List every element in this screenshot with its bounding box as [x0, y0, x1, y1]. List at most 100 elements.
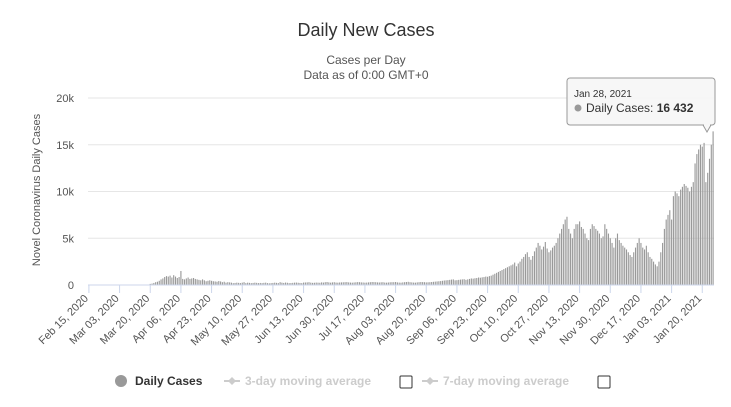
bar[interactable] [398, 282, 400, 285]
checkbox-3day[interactable] [399, 375, 413, 389]
bar[interactable] [461, 279, 463, 285]
bar[interactable] [248, 282, 251, 285]
bar[interactable] [367, 282, 370, 285]
bar[interactable] [546, 248, 548, 285]
bar[interactable] [459, 279, 462, 285]
bar[interactable] [153, 282, 155, 285]
bar[interactable] [169, 275, 171, 285]
bar[interactable] [423, 282, 426, 285]
bar[interactable] [606, 228, 608, 285]
bar[interactable] [174, 276, 177, 285]
bar[interactable] [234, 282, 236, 285]
bar[interactable] [634, 247, 637, 285]
bar[interactable] [506, 267, 508, 285]
bar[interactable] [335, 282, 337, 285]
bar[interactable] [470, 278, 472, 285]
bar[interactable] [236, 282, 238, 285]
bar[interactable] [404, 282, 406, 285]
bar[interactable] [452, 279, 454, 285]
bar[interactable] [272, 282, 274, 285]
bar[interactable] [523, 256, 525, 285]
bar[interactable] [669, 210, 671, 285]
bar[interactable] [689, 191, 691, 286]
bar[interactable] [692, 182, 694, 285]
bar[interactable] [340, 282, 343, 285]
bar[interactable] [427, 282, 429, 285]
bar[interactable] [376, 282, 379, 285]
bar[interactable] [339, 282, 341, 285]
bar[interactable] [284, 282, 287, 285]
bar[interactable] [286, 282, 288, 285]
bar[interactable] [418, 282, 420, 285]
bar[interactable] [642, 247, 644, 285]
bar[interactable] [465, 279, 467, 285]
bar[interactable] [295, 282, 297, 285]
bar[interactable] [497, 271, 499, 285]
bar[interactable] [405, 282, 407, 285]
bar[interactable] [380, 282, 382, 285]
bar[interactable] [301, 283, 303, 285]
bar[interactable] [580, 227, 582, 285]
bar[interactable] [562, 224, 564, 285]
bar[interactable] [559, 233, 561, 285]
bar[interactable] [573, 228, 575, 285]
bar[interactable] [707, 172, 709, 285]
checkbox-7day[interactable] [597, 375, 611, 389]
bar[interactable] [349, 282, 352, 285]
bar[interactable] [196, 279, 198, 285]
bar[interactable] [396, 282, 398, 285]
bar[interactable] [229, 282, 231, 285]
bar[interactable] [541, 249, 543, 285]
bar[interactable] [447, 280, 449, 285]
bar[interactable] [413, 282, 415, 285]
bar[interactable] [474, 278, 476, 285]
bar[interactable] [420, 282, 422, 285]
bar[interactable] [519, 261, 521, 286]
bar[interactable] [593, 226, 595, 285]
bar[interactable] [542, 246, 545, 285]
bar[interactable] [395, 282, 397, 285]
bar[interactable] [386, 282, 388, 285]
bar[interactable] [662, 242, 664, 285]
bar[interactable] [577, 224, 579, 285]
bar[interactable] [490, 275, 492, 285]
bar[interactable] [173, 275, 175, 285]
bar[interactable] [319, 282, 321, 285]
bar[interactable] [450, 279, 453, 285]
bar[interactable] [694, 163, 696, 285]
bar[interactable] [638, 238, 640, 285]
bar[interactable] [454, 280, 456, 285]
bar[interactable] [315, 282, 317, 285]
bar[interactable] [393, 282, 395, 285]
bar[interactable] [701, 146, 703, 285]
bar[interactable] [223, 281, 225, 285]
bar[interactable] [526, 252, 528, 285]
bar[interactable] [189, 278, 191, 285]
bar[interactable] [306, 282, 308, 285]
bar[interactable] [600, 238, 602, 285]
bar[interactable] [243, 282, 245, 285]
bar[interactable] [501, 270, 503, 285]
bar[interactable] [436, 281, 438, 285]
bar[interactable] [616, 233, 619, 285]
bar[interactable] [167, 276, 169, 285]
bar[interactable] [402, 282, 404, 285]
legend-item-3day[interactable]: 3-day moving average [224, 374, 413, 389]
bar[interactable] [613, 247, 615, 285]
bar[interactable] [672, 196, 674, 285]
bar[interactable] [411, 282, 413, 285]
bar[interactable] [631, 256, 633, 285]
bar[interactable] [571, 238, 573, 285]
bar[interactable] [156, 281, 159, 285]
bar[interactable] [211, 280, 213, 285]
bar[interactable] [550, 250, 552, 285]
bar[interactable] [308, 282, 310, 285]
bar[interactable] [609, 238, 611, 285]
bar[interactable] [369, 282, 371, 285]
bar[interactable] [611, 242, 613, 285]
bar[interactable] [524, 254, 527, 285]
bar[interactable] [530, 259, 532, 285]
bar[interactable] [220, 281, 222, 285]
bar[interactable] [366, 282, 368, 285]
bar[interactable] [351, 282, 353, 285]
